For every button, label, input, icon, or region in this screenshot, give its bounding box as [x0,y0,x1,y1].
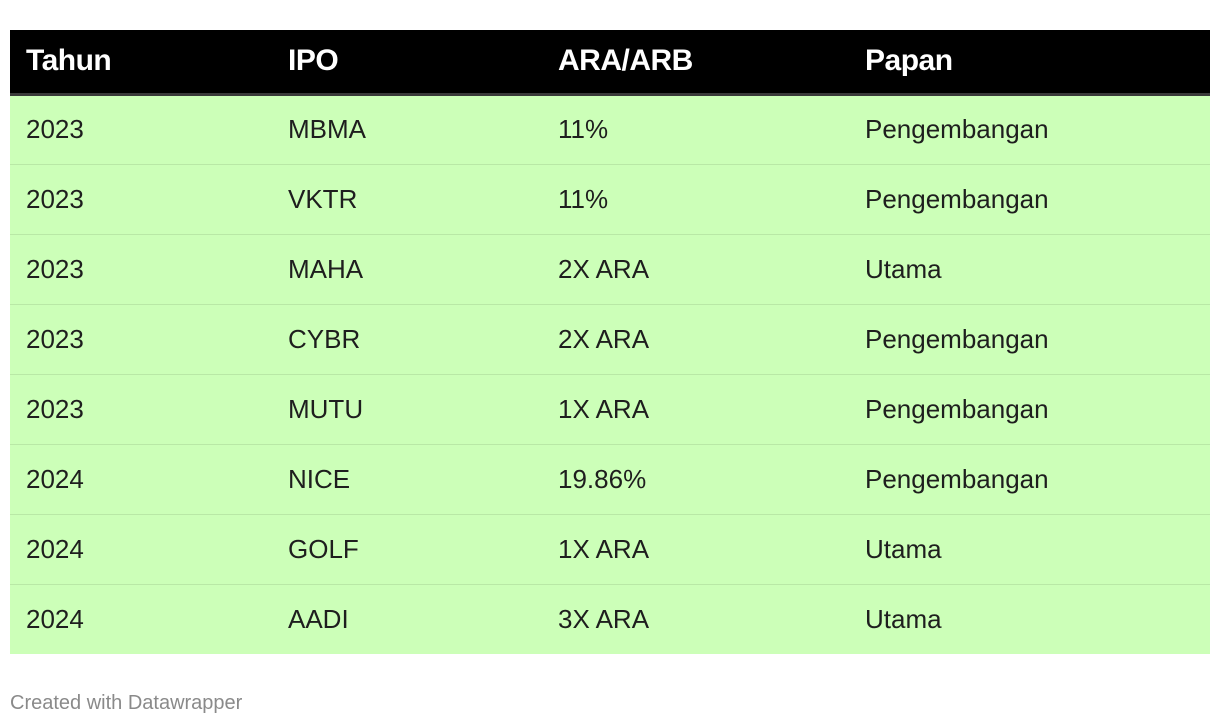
cell-papan: Pengembangan [849,443,1210,514]
cell-ara-arb: 11% [558,114,609,144]
cell-tahun: 2023 [26,114,84,144]
table-header: Tahun IPO ARA/ARB Papan [10,30,1210,96]
cell-ipo: NICE [272,443,542,514]
cell-ipo: MUTU [272,373,542,444]
cell-ara-arb: 1X ARA [542,373,849,444]
cell-ara-arb: 19.86% [542,443,849,514]
cell-ipo: GOLF [272,513,542,584]
header-row: Tahun IPO ARA/ARB Papan [10,30,1210,96]
cell-ara-arb: 2X ARA [542,303,849,374]
table-body: 2023 MBMA 11% Pengembangan 2023 VKTR 11%… [10,94,1210,654]
data-table-container: Tahun IPO ARA/ARB Papan 2023 MBMA 11% Pe… [10,30,1210,654]
cell-tahun: 2023 [10,373,272,444]
cell-ipo: MAHA [272,233,542,304]
cell-ipo: MBMA [288,114,366,144]
cell-ipo: VKTR [272,163,542,234]
header-cell-papan: Papan [849,30,1210,96]
cell-papan: Utama [849,583,1210,654]
table-row: 2024 NICE 19.86% Pengembangan [10,443,1210,514]
cell-ara-arb: 2X ARA [542,233,849,304]
cell-ara-arb: 1X ARA [542,513,849,584]
cell-ara-arb: 11% [542,163,849,234]
header-cell-tahun: Tahun [10,30,272,96]
cell-papan: Pengembangan [849,373,1210,444]
cell-tahun: 2024 [10,583,272,654]
cell-papan: Utama [849,513,1210,584]
table-row: 2023 MAHA 2X ARA Utama [10,233,1210,304]
table-row: 2023 MUTU 1X ARA Pengembangan [10,373,1210,444]
header-cell-ipo: IPO [272,30,542,96]
table-row: 2023 CYBR 2X ARA Pengembangan [10,303,1210,374]
cell-tahun: 2023 [10,163,272,234]
cell-ara-arb: 3X ARA [542,583,849,654]
cell-tahun: 2024 [10,513,272,584]
cell-papan: Pengembangan [865,114,1049,144]
cell-papan: Utama [849,233,1210,304]
cell-tahun: 2024 [10,443,272,514]
table-row: 2024 AADI 3X ARA Utama [10,583,1210,654]
header-cell-ara-arb: ARA/ARB [542,30,849,96]
cell-ipo: AADI [272,583,542,654]
table-row: 2023 VKTR 11% Pengembangan [10,163,1210,234]
datawrapper-credit: Created with Datawrapper [10,692,243,714]
table-row: 2024 GOLF 1X ARA Utama [10,513,1210,584]
table-row: 2023 MBMA 11% Pengembangan [10,94,1210,164]
cell-papan: Pengembangan [849,163,1210,234]
cell-tahun: 2023 [10,303,272,374]
cell-ipo: CYBR [272,303,542,374]
ipo-table: Tahun IPO ARA/ARB Papan 2023 MBMA 11% Pe… [10,30,1210,654]
cell-tahun: 2023 [10,233,272,304]
cell-papan: Pengembangan [849,303,1210,374]
